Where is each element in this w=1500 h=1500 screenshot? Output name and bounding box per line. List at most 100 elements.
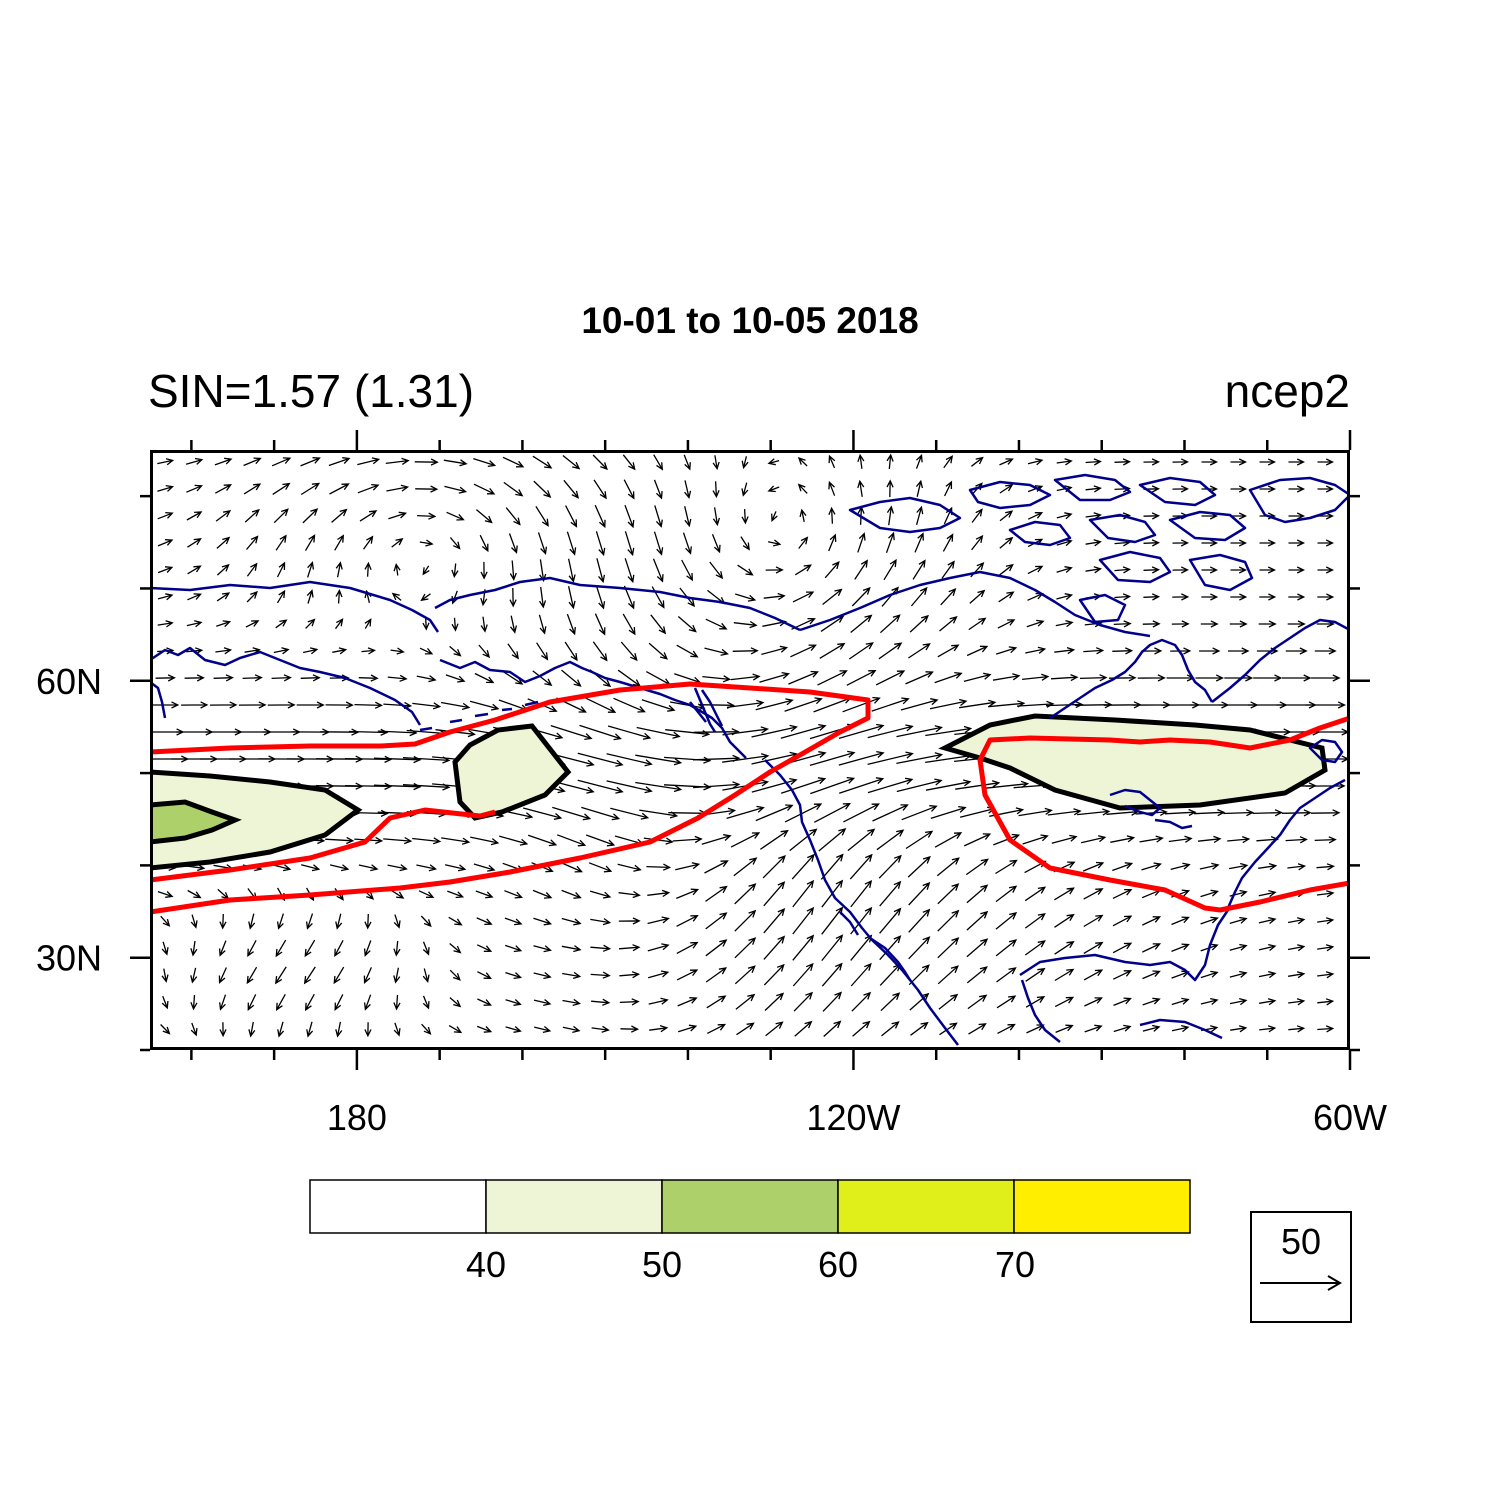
wind-arrow [938,993,959,1010]
coast-mexico-east [1020,979,1061,1043]
wind-arrow [592,641,608,662]
wind-arrow [304,993,315,1012]
wind-arrow [385,457,410,465]
wind-arrow [305,618,316,629]
wind-arrow [1195,674,1224,682]
wind-arrow [910,586,928,607]
wind-arrow [358,674,379,682]
wind-arrow [477,998,492,1006]
wind-arrow [1171,943,1190,953]
wind-arrow [908,881,931,906]
wind-arrow [363,967,372,984]
wind-arrow [905,671,934,685]
wind-arrow [672,835,703,844]
wind-arrow [734,965,756,985]
wind-arrow [771,511,778,522]
wind-arrow [712,481,720,499]
coast-cuba [1139,1018,1223,1040]
wind-arrow [1025,967,1046,982]
wind-arrow [527,834,558,847]
coast-us-west [764,759,959,1046]
wind-arrow [1201,539,1218,547]
colorbar-label-70: 70 [994,1244,1036,1285]
wind-arrow [243,483,262,495]
wind-arrow [301,864,321,872]
wind-arrow [675,862,701,871]
wind-arrow [651,586,665,609]
wind-arrow [755,804,794,822]
wind-arrow [416,675,437,683]
wind-arrow [1288,1025,1306,1033]
wind-arrow [1317,458,1335,466]
wind-arrow [1054,913,1075,928]
wind-arrow [1200,970,1219,979]
wind-arrow [331,508,348,523]
wind-arrow [247,939,257,958]
wind-arrow [955,780,1001,790]
wind-arrow [1229,943,1248,951]
wind-arrow [789,828,818,852]
coast-great-lakes [1109,788,1193,830]
wind-arrow [709,561,724,580]
wind-arrow [792,879,815,908]
wind-arrow [896,725,943,738]
wind-arrow [792,591,815,603]
wind-arrow [925,779,972,791]
coastlines [150,473,1350,1046]
wind-arrow [271,674,292,682]
wind-arrow [1027,565,1044,575]
wind-arrow [1083,914,1104,928]
wind-arrow [624,558,635,584]
wind-arrow [1199,862,1220,870]
wind-arrow [1199,647,1221,655]
wind-arrow [854,559,869,580]
wind-arrow [963,672,992,683]
wind-arrow [332,647,348,655]
wind-arrow [1230,458,1248,466]
wind-arrow [272,482,291,495]
wind-arrow [620,1025,640,1033]
wind-arrow [1259,593,1277,601]
wind-arrow [479,534,489,553]
wind-arrow [306,589,314,604]
wind-arrow [305,913,314,930]
wind-arrow [238,701,267,709]
wind-arrow [1054,887,1075,901]
wind-arrow [335,588,343,604]
wind-arrow [422,968,430,983]
wind-arrow [619,998,640,1006]
coast-hudson-bay [1049,638,1214,720]
wind-arrow [446,511,465,521]
wind-arrow [477,971,492,979]
wind-arrow [161,941,169,956]
wind-arrow [851,586,871,607]
wind-arrow [1230,1025,1248,1033]
x-tick-label-180: 180 [327,1097,387,1138]
wind-arrow [648,970,670,979]
wind-arrow [792,934,815,961]
colorbar-label-50: 50 [641,1244,683,1285]
wind-arrow [886,453,894,470]
wind-arrow [1229,997,1248,1006]
colorbar-label-60: 60 [817,1244,859,1285]
wind-arrow [820,853,844,880]
wind-arrow [157,890,174,898]
wind-arrow [646,863,672,871]
wind-arrow [780,777,827,794]
wind-arrow [1288,485,1306,493]
wind-arrow [275,619,288,629]
wind-arrow [966,966,988,984]
wind-arrow [937,965,959,985]
wind-arrow [1056,593,1074,600]
wind-arrow [1142,620,1161,628]
wind-arrow [1142,997,1161,1006]
wind-arrow [1143,458,1161,466]
wind-arrow [592,454,608,471]
coast-gulf-mexico [1019,909,1230,982]
wind-arrow [763,963,785,986]
wind-arrow [420,915,432,928]
wind-arrow [914,532,924,553]
wind-arrow [504,917,523,926]
wind-arrow [552,806,592,821]
wind-arrow [1230,566,1248,574]
